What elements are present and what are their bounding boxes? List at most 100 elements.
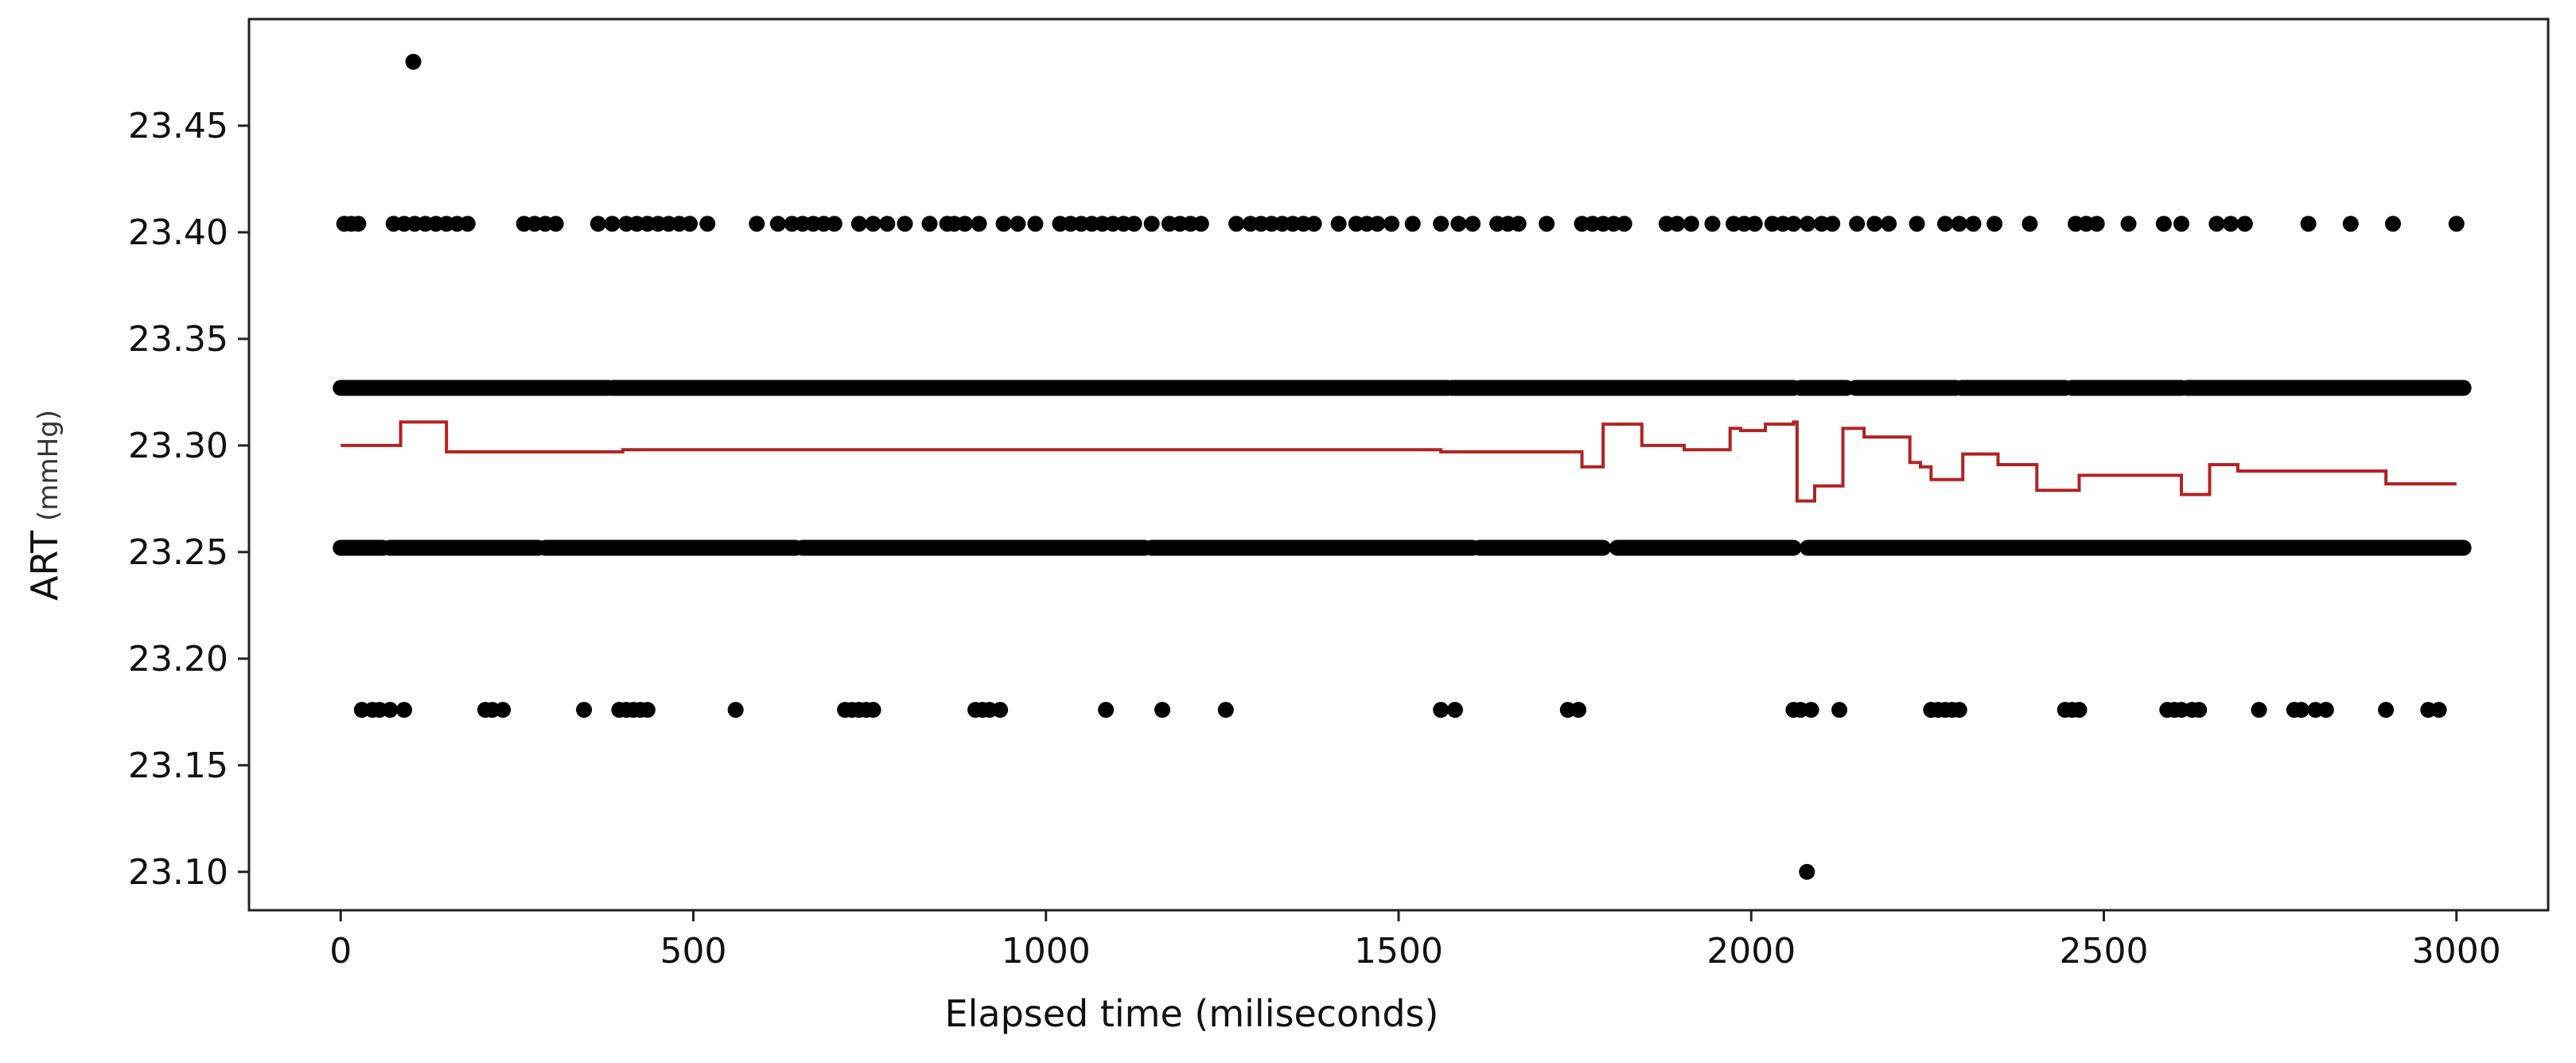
data-point (865, 702, 881, 718)
data-point (2208, 216, 2225, 232)
x-tick-label: 3000 (2412, 931, 2501, 971)
data-line-layer (340, 420, 2457, 503)
data-point (850, 216, 867, 232)
data-point (1669, 216, 1686, 232)
data-line-series (340, 420, 2457, 503)
data-point (1800, 216, 1816, 232)
data-point (1027, 216, 1044, 232)
data-point (1010, 216, 1026, 232)
data-point (2384, 216, 2401, 232)
data-point (547, 216, 564, 232)
data-point (396, 702, 413, 718)
y-tick-label: 23.20 (128, 639, 228, 679)
data-point (1383, 216, 1400, 232)
y-tick-label: 23.15 (128, 746, 228, 786)
x-tick-label: 1000 (1002, 931, 1091, 971)
data-point (405, 53, 422, 70)
data-point (2021, 216, 2038, 232)
data-point (1465, 216, 1481, 232)
x-axis-title: Elapsed time (miliseconds) (945, 992, 1439, 1035)
data-point (2088, 216, 2105, 232)
data-point (769, 216, 786, 232)
data-point (682, 216, 698, 232)
data-point (590, 216, 606, 232)
data-point (1446, 702, 1463, 718)
data-point (1704, 216, 1721, 232)
data-point (1143, 216, 1160, 232)
x-tick-label: 0 (329, 931, 352, 971)
data-point (2173, 216, 2190, 232)
data-point (2251, 702, 2267, 718)
data-point (995, 216, 1012, 232)
data-point (699, 216, 716, 232)
x-tick-label: 2500 (2060, 931, 2149, 971)
data-point (1909, 216, 1925, 232)
x-tick-label: 1500 (1354, 931, 1443, 971)
data-point (576, 702, 593, 718)
data-point (1803, 702, 1819, 718)
data-point (2300, 216, 2317, 232)
data-point (1683, 216, 1699, 232)
data-point (2071, 702, 2088, 718)
data-point (1849, 216, 1866, 232)
data-point (971, 216, 987, 232)
data-point (1881, 216, 1897, 232)
data-point (1951, 216, 1967, 232)
data-point (2342, 216, 2359, 232)
data-point (727, 702, 744, 718)
data-point (1404, 216, 1421, 232)
y-tick-label: 23.30 (128, 426, 228, 466)
data-points-layer (333, 53, 2472, 880)
data-point (1785, 216, 1802, 232)
data-point (639, 702, 656, 718)
data-point (2430, 702, 2447, 718)
data-point (1306, 216, 1322, 232)
data-point (2223, 216, 2239, 232)
data-point (1510, 216, 1527, 232)
data-point (1193, 216, 1209, 232)
x-tick-label: 500 (660, 931, 727, 971)
data-point (2191, 702, 2208, 718)
data-point (1450, 216, 1467, 232)
data-point (2155, 216, 2172, 232)
data-point (1937, 216, 1954, 232)
data-point (495, 702, 512, 718)
y-axis-title-group: ART (mmHg) (23, 410, 66, 601)
data-point (1098, 702, 1115, 718)
data-point (1539, 216, 1555, 232)
data-point (2236, 216, 2253, 232)
y-tick-label: 23.45 (128, 106, 228, 146)
data-point (826, 216, 842, 232)
data-point (1866, 216, 1883, 232)
data-point (1154, 702, 1171, 718)
data-point (749, 216, 765, 232)
data-point (1369, 216, 1386, 232)
y-axis-title: ART (23, 530, 66, 601)
data-point (1824, 216, 1841, 232)
data-point (1951, 702, 1967, 718)
data-point (1831, 702, 1848, 718)
data-point (2448, 216, 2465, 232)
y-tick-label: 23.10 (128, 852, 228, 893)
x-axis-ticks: 0 500 1000 1500 2000 2500 3000 (329, 910, 2501, 971)
data-point (1570, 702, 1587, 718)
data-point (921, 216, 938, 232)
data-point (604, 216, 621, 232)
data-point (2378, 702, 2395, 718)
data-point (865, 216, 881, 232)
data-point (1746, 216, 1763, 232)
data-point (1228, 216, 1245, 232)
data-point (1965, 216, 1982, 232)
y-axis-ticks: 23.10 23.15 23.20 23.25 23.30 23.35 23.40 23.45 (128, 106, 249, 893)
y-tick-label: 23.35 (128, 319, 228, 360)
data-point (350, 216, 367, 232)
data-point (1799, 863, 1815, 880)
data-point (992, 702, 1009, 718)
data-point (382, 702, 399, 718)
data-point (956, 216, 973, 232)
y-tick-label: 23.25 (128, 532, 228, 573)
data-point (1217, 702, 1234, 718)
y-tick-label: 23.40 (128, 212, 228, 253)
data-point (2120, 216, 2137, 232)
